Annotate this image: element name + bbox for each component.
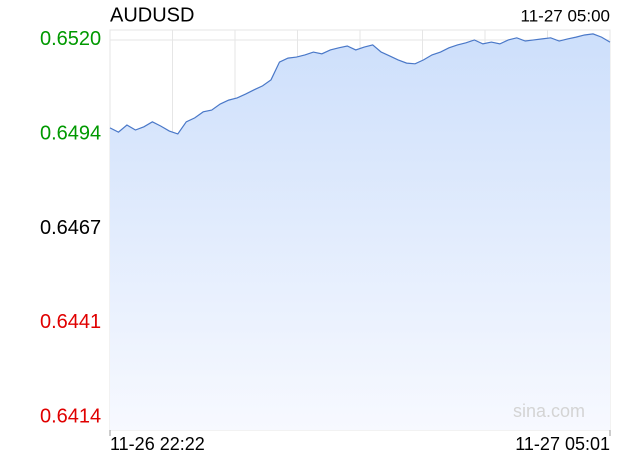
chart-title: AUDUSD	[110, 4, 194, 26]
y-tick-label: 0.6494	[40, 123, 101, 145]
y-tick-label: 0.6467	[40, 217, 101, 239]
area	[110, 33, 610, 430]
y-tick-label: 0.6520	[40, 28, 101, 50]
x-start-label: 11-26 22:22	[110, 434, 205, 454]
price-line	[109, 33, 611, 135]
watermark: sina.com	[513, 401, 585, 421]
updated-time: 11-27 05:00	[521, 6, 610, 25]
x-end-label: 11-27 05:01	[515, 434, 610, 454]
y-tick-label: 0.6414	[40, 405, 101, 427]
y-tick-label: 0.6441	[40, 311, 101, 333]
